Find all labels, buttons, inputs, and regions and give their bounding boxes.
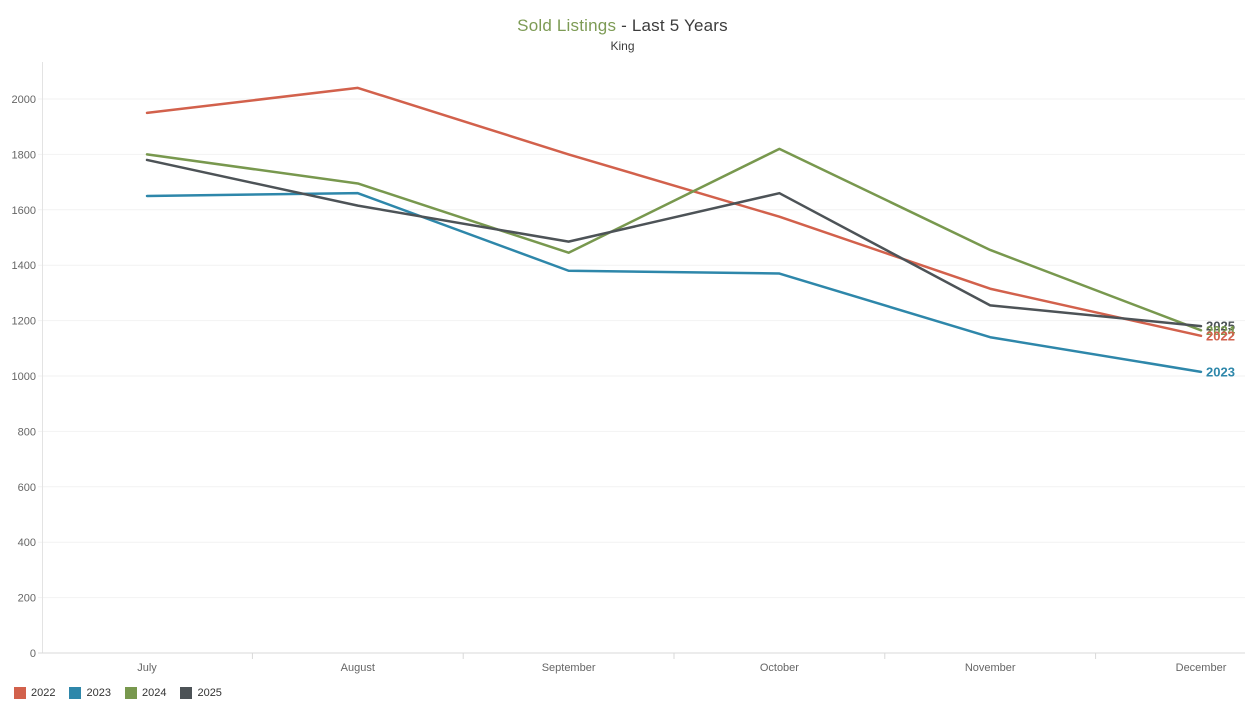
y-axis-tick-label: 1400 (12, 260, 36, 272)
legend-item-2023[interactable]: 2023 (69, 687, 111, 699)
series-line-2025 (145, 158, 1203, 328)
legend-label-2022: 2022 (31, 687, 56, 699)
series-line-2022 (145, 86, 1203, 338)
chart-legend: 2022 2023 2024 2025 (14, 687, 236, 699)
y-axis-tick-label: 400 (18, 537, 36, 549)
y-axis-tick-label: 1000 (12, 371, 36, 383)
legend-swatch-2022 (14, 687, 26, 699)
y-axis-tick-label: 800 (18, 426, 36, 438)
series-end-label-2023: 2023 (1206, 364, 1235, 379)
series-end-label-2024: 2024 (1206, 323, 1236, 338)
legend-swatch-2023 (69, 687, 82, 699)
legend-label-2023: 2023 (86, 687, 111, 699)
y-axis-tick-label: 1600 (12, 205, 36, 217)
legend-item-2022[interactable]: 2022 (14, 687, 55, 699)
legend-swatch-2025 (180, 687, 193, 699)
legend-label-2025: 2025 (197, 687, 222, 699)
x-axis-category-label: October (760, 662, 799, 674)
legend-swatch-2024 (124, 687, 137, 699)
y-axis-tick-label: 0 (30, 648, 36, 660)
series-end-label-2025: 2025 (1206, 319, 1235, 334)
legend-label-2024: 2024 (141, 687, 167, 699)
x-axis-category-label: September (542, 662, 596, 674)
x-axis-category-label: July (137, 662, 157, 674)
legend-item-2025[interactable]: 2025 (180, 687, 222, 699)
series-end-label-2022: 2022 (1206, 328, 1235, 343)
x-axis-category-label: December (1176, 662, 1227, 674)
y-axis-tick-label: 2000 (12, 94, 36, 106)
y-axis-tick-label: 1800 (12, 149, 36, 161)
y-axis-tick-label: 600 (18, 482, 36, 494)
y-axis-tick-label: 1200 (12, 316, 36, 328)
x-axis-category-label: August (341, 662, 375, 674)
y-axis-tick-label: 200 (18, 593, 36, 605)
x-axis-category-label: November (965, 662, 1016, 674)
legend-item-2024[interactable]: 2024 (124, 687, 167, 699)
series-line-2023 (145, 191, 1203, 374)
series-line-2024 (145, 147, 1203, 332)
